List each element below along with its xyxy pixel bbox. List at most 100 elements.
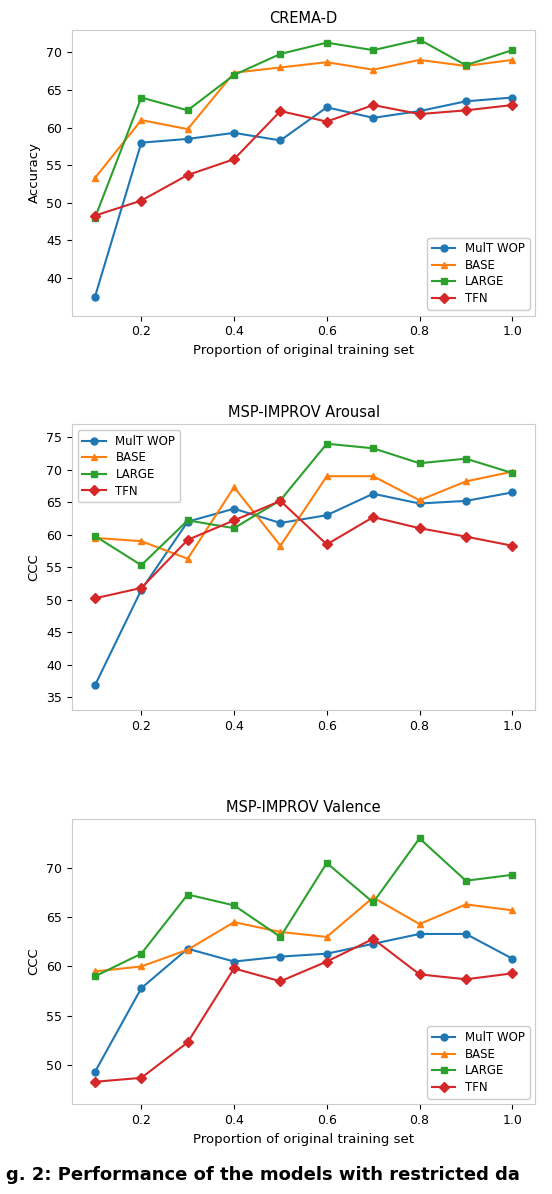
MulT WOP: [463, 94, 469, 109]
BASE: [277, 538, 284, 553]
BASE: [138, 959, 145, 973]
TFN: [184, 1035, 191, 1050]
LARGE: [184, 887, 191, 901]
BASE: [231, 66, 237, 80]
Title: MSP-IMPROV Valence: MSP-IMPROV Valence: [226, 800, 381, 814]
TFN: [231, 513, 237, 528]
MulT WOP: [138, 981, 145, 996]
MulT WOP: [323, 507, 330, 522]
X-axis label: Proportion of original training set: Proportion of original training set: [193, 344, 414, 357]
TFN: [323, 954, 330, 968]
BASE: [184, 942, 191, 956]
BASE: [231, 915, 237, 929]
TFN: [184, 168, 191, 183]
BASE: [184, 552, 191, 566]
TFN: [92, 209, 98, 223]
TFN: [416, 967, 423, 981]
Line: TFN: TFN: [92, 498, 516, 602]
BASE: [416, 917, 423, 931]
LARGE: [92, 970, 98, 984]
TFN: [231, 152, 237, 166]
Line: MulT WOP: MulT WOP: [92, 490, 516, 689]
BASE: [416, 493, 423, 507]
MulT WOP: [509, 485, 516, 499]
TFN: [138, 1071, 145, 1085]
LARGE: [463, 451, 469, 466]
LARGE: [277, 930, 284, 944]
MulT WOP: [370, 487, 376, 501]
TFN: [509, 98, 516, 112]
BASE: [323, 469, 330, 484]
TFN: [463, 529, 469, 543]
MulT WOP: [138, 135, 145, 149]
MulT WOP: [184, 515, 191, 529]
BASE: [277, 60, 284, 74]
BASE: [416, 53, 423, 67]
TFN: [416, 107, 423, 122]
TFN: [370, 510, 376, 524]
TFN: [509, 966, 516, 980]
LARGE: [416, 831, 423, 845]
TFN: [138, 193, 145, 208]
MulT WOP: [416, 927, 423, 941]
Line: MulT WOP: MulT WOP: [92, 94, 516, 301]
Legend: MulT WOP, BASE, LARGE, TFN: MulT WOP, BASE, LARGE, TFN: [427, 1027, 529, 1098]
LARGE: [184, 513, 191, 528]
LARGE: [509, 868, 516, 882]
Line: MulT WOP: MulT WOP: [92, 930, 516, 1076]
BASE: [277, 925, 284, 940]
MulT WOP: [184, 942, 191, 956]
MulT WOP: [138, 583, 145, 597]
BASE: [184, 122, 191, 136]
LARGE: [509, 466, 516, 480]
TFN: [416, 521, 423, 535]
Y-axis label: CCC: CCC: [28, 948, 40, 975]
BASE: [509, 464, 516, 479]
Title: CREMA-D: CREMA-D: [269, 11, 338, 26]
LARGE: [416, 32, 423, 47]
Text: g. 2: Performance of the models with restricted da: g. 2: Performance of the models with res…: [6, 1167, 519, 1184]
LARGE: [370, 441, 376, 455]
BASE: [231, 480, 237, 494]
MulT WOP: [463, 494, 469, 509]
TFN: [277, 974, 284, 989]
TFN: [231, 961, 237, 975]
LARGE: [231, 521, 237, 535]
MulT WOP: [92, 1065, 98, 1079]
BASE: [323, 930, 330, 944]
BASE: [463, 474, 469, 488]
Line: LARGE: LARGE: [92, 441, 516, 568]
BASE: [370, 891, 376, 905]
MulT WOP: [323, 100, 330, 115]
LARGE: [92, 210, 98, 224]
TFN: [184, 533, 191, 547]
BASE: [509, 53, 516, 67]
TFN: [370, 931, 376, 946]
MulT WOP: [92, 678, 98, 693]
MulT WOP: [277, 134, 284, 148]
BASE: [370, 62, 376, 76]
BASE: [370, 469, 376, 484]
BASE: [138, 113, 145, 128]
Title: MSP-IMPROV Arousal: MSP-IMPROV Arousal: [227, 405, 380, 420]
BASE: [138, 534, 145, 548]
BASE: [463, 59, 469, 73]
BASE: [323, 55, 330, 69]
MulT WOP: [231, 954, 237, 968]
MulT WOP: [463, 927, 469, 941]
LARGE: [184, 103, 191, 117]
LARGE: [92, 529, 98, 543]
LARGE: [138, 91, 145, 105]
MulT WOP: [231, 125, 237, 140]
MulT WOP: [323, 947, 330, 961]
LARGE: [416, 456, 423, 470]
MulT WOP: [370, 936, 376, 950]
TFN: [92, 591, 98, 605]
MulT WOP: [416, 104, 423, 118]
Y-axis label: CCC: CCC: [28, 553, 40, 581]
LARGE: [277, 493, 284, 507]
MulT WOP: [416, 497, 423, 511]
LARGE: [277, 47, 284, 61]
BASE: [92, 171, 98, 185]
TFN: [370, 98, 376, 112]
